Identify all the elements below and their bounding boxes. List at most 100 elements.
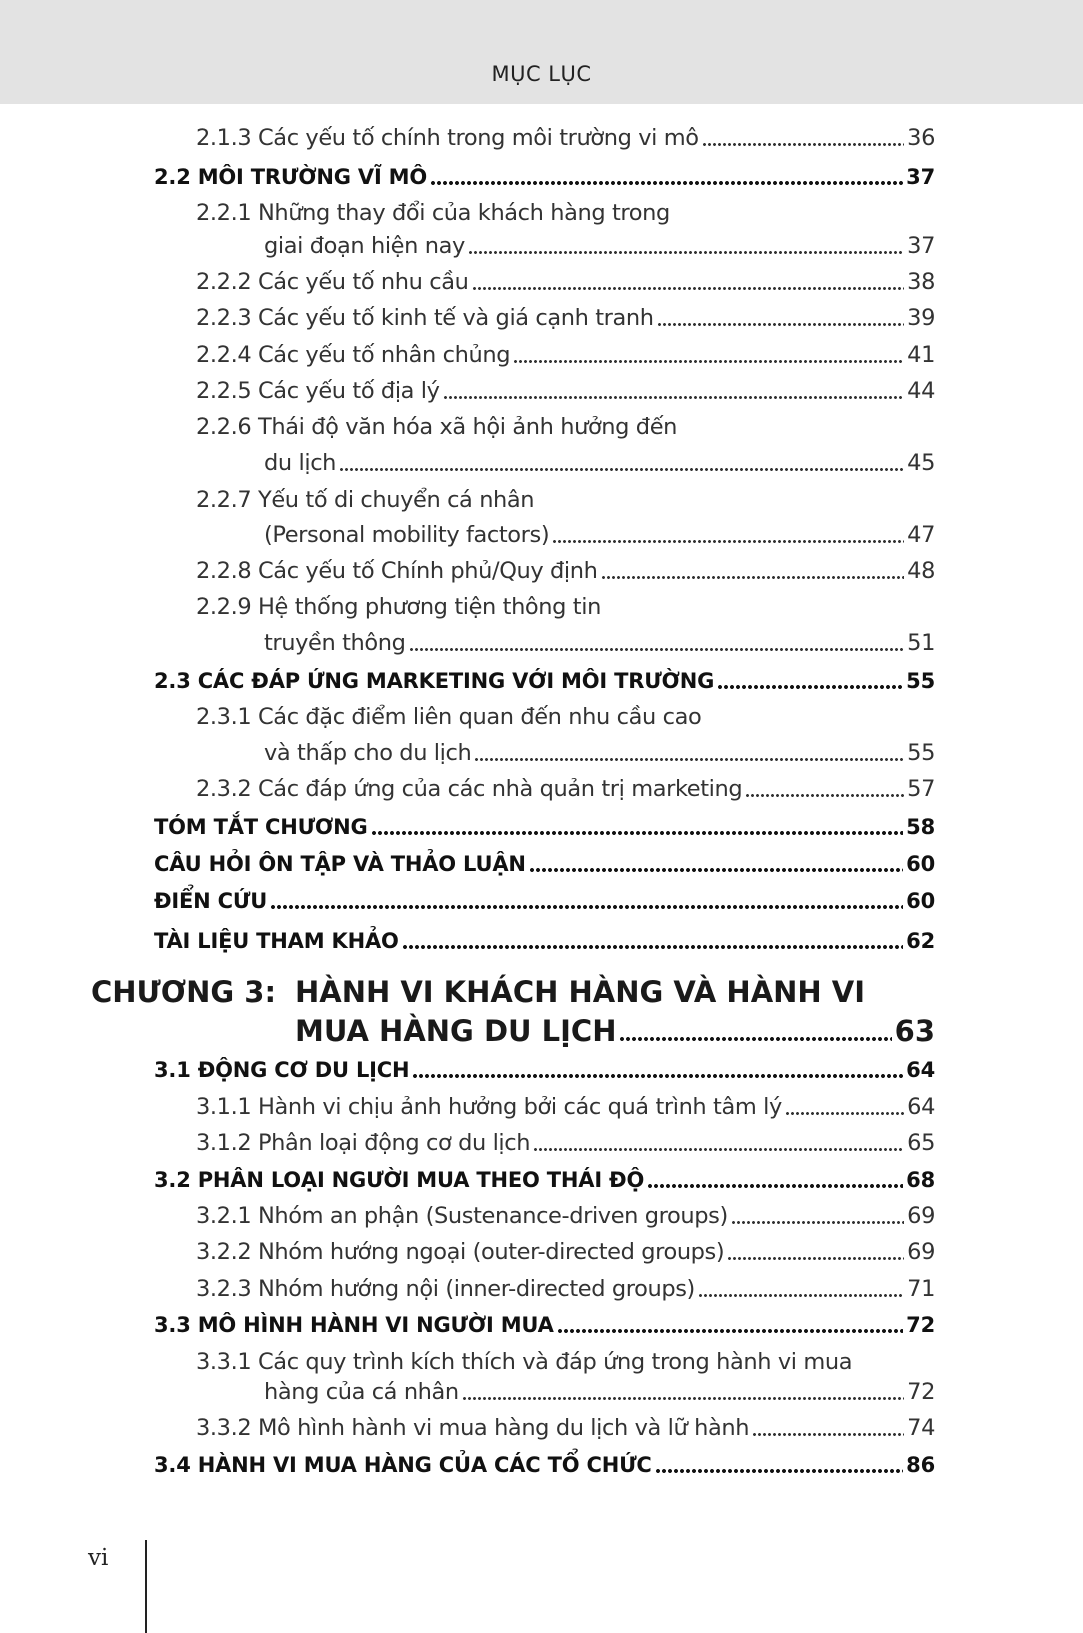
- toc-entry-title: 3.2.2 Nhóm hướng ngoại (outer-directed g…: [196, 1239, 725, 1265]
- toc-entry[interactable]: truyền thông 51: [264, 626, 935, 660]
- toc-entry[interactable]: TÓM TẮT CHƯƠNG 58: [154, 810, 935, 844]
- dot-leader: [697, 1294, 905, 1297]
- dot-leader: [619, 1037, 892, 1041]
- toc-entry[interactable]: TÀI LIỆU THAM KHẢO 62: [154, 924, 935, 958]
- dot-leader: [513, 360, 905, 363]
- toc-entry[interactable]: 3.3.2 Mô hình hành vi mua hàng du lịch v…: [196, 1411, 935, 1445]
- dot-leader: [408, 648, 905, 651]
- page-number: vi: [88, 1545, 109, 1571]
- dot-leader: [556, 1329, 904, 1333]
- toc-entry-title: 3.2.1 Nhóm an phận (Sustenance-driven gr…: [196, 1203, 728, 1229]
- toc-entry-title: 3.3.2 Mô hình hành vi mua hàng du lịch v…: [196, 1415, 750, 1441]
- dot-leader: [442, 396, 905, 399]
- dot-leader: [412, 1074, 904, 1078]
- margin-rule: [145, 1540, 147, 1633]
- toc-entry-line[interactable]: 2.3.1 Các đặc điểm liên quan đến nhu cầu…: [196, 700, 702, 734]
- toc-entry-title: 2.2.6 Thái độ văn hóa xã hội ảnh hưởng đ…: [196, 414, 677, 440]
- toc-entry-title: (Personal mobility factors): [264, 522, 550, 548]
- toc-page-number: 55: [906, 669, 935, 693]
- toc-entry-line[interactable]: 2.2.6 Thái độ văn hóa xã hội ảnh hưởng đ…: [196, 410, 677, 444]
- toc-page-number: 37: [907, 233, 935, 259]
- toc-entry-line[interactable]: 2.2.9 Hệ thống phương tiện thông tin: [196, 590, 601, 624]
- toc-entry[interactable]: ĐIỂN CỨU 60: [154, 884, 935, 918]
- toc-entry-title: 2.2.7 Yếu tố di chuyển cá nhân: [196, 487, 535, 513]
- toc-page-number: 51: [907, 630, 935, 656]
- toc-entry[interactable]: 2.2.3 Các yếu tố kinh tế và giá cạnh tra…: [196, 301, 935, 335]
- toc-page-number: 68: [906, 1168, 935, 1192]
- dot-leader: [270, 905, 904, 909]
- toc-page-number: 44: [907, 378, 935, 404]
- toc-entry[interactable]: và thấp cho du lịch 55: [264, 736, 935, 770]
- toc-page-number: 37: [906, 165, 935, 189]
- toc-entry[interactable]: 2.2.8 Các yếu tố Chính phủ/Quy định 48: [196, 554, 935, 588]
- toc-entry[interactable]: 3.1.1 Hành vi chịu ảnh hưởng bởi các quá…: [196, 1090, 935, 1124]
- dot-leader: [370, 831, 904, 835]
- toc-entry-line[interactable]: 2.2.1 Những thay đổi của khách hàng tron…: [196, 196, 670, 230]
- toc-entry[interactable]: du lịch 45: [264, 446, 935, 480]
- toc-entry-title: TÀI LIỆU THAM KHẢO: [154, 929, 399, 953]
- dot-leader: [654, 1469, 904, 1473]
- toc-entry[interactable]: 3.2 PHÂN LOẠI NGƯỜI MUA THEO THÁI ĐỘ 68: [154, 1163, 935, 1197]
- toc-entry[interactable]: giai đoạn hiện nay 37: [264, 229, 935, 263]
- dot-leader: [474, 758, 905, 761]
- dot-leader: [647, 1184, 904, 1188]
- toc-entry-title: 2.2 MÔI TRƯỜNG VĨ MÔ: [154, 165, 428, 189]
- toc-entry[interactable]: 2.2.4 Các yếu tố nhân chủng 41: [196, 338, 935, 372]
- toc-entry-title: 2.2.5 Các yếu tố địa lý: [196, 378, 440, 404]
- toc-entry-title: 2.2.4 Các yếu tố nhân chủng: [196, 342, 511, 368]
- toc-entry[interactable]: 3.1 ĐỘNG CƠ DU LỊCH 64: [154, 1053, 935, 1087]
- toc-entry[interactable]: 2.2.2 Các yếu tố nhu cầu 38: [196, 265, 935, 299]
- toc-entry[interactable]: 3.2.2 Nhóm hướng ngoại (outer-directed g…: [196, 1235, 935, 1269]
- dot-leader: [784, 1112, 905, 1115]
- toc-entry-title: 2.3.2 Các đáp ứng của các nhà quản trị m…: [196, 776, 743, 802]
- toc-entry[interactable]: 2.2.5 Các yếu tố địa lý 44: [196, 374, 935, 408]
- toc-entry-title: 2.2.9 Hệ thống phương tiện thông tin: [196, 594, 601, 620]
- toc-entry[interactable]: MUA HÀNG DU LỊCH 63: [295, 1011, 935, 1051]
- toc-entry[interactable]: 2.2 MÔI TRƯỜNG VĨ MÔ 37: [154, 160, 935, 194]
- toc-entry-title: 3.1 ĐỘNG CƠ DU LỊCH: [154, 1058, 410, 1082]
- toc-page-number: 86: [906, 1453, 935, 1477]
- toc-entry-title: HÀNH VI KHÁCH HÀNG VÀ HÀNH VI: [295, 975, 866, 1009]
- dot-leader: [339, 468, 905, 471]
- toc-page-number: 57: [907, 776, 935, 802]
- dot-leader: [401, 945, 904, 949]
- toc-entry[interactable]: 3.4 HÀNH VI MUA HÀNG CỦA CÁC TỔ CHỨC 86: [154, 1448, 935, 1482]
- toc-page-number: 72: [906, 1313, 935, 1337]
- toc-entry[interactable]: 3.3 MÔ HÌNH HÀNH VI NGƯỜI MUA 72: [154, 1308, 935, 1342]
- dot-leader: [717, 685, 904, 689]
- toc-entry-title: 2.1.3 Các yếu tố chính trong môi trường …: [196, 125, 699, 151]
- toc-page-number: 63: [894, 1014, 935, 1048]
- toc-entry-title: 2.2.3 Các yếu tố kinh tế và giá cạnh tra…: [196, 305, 654, 331]
- dot-leader: [600, 576, 905, 579]
- dot-leader: [471, 287, 905, 290]
- toc-entry-title: giai đoạn hiện nay: [264, 233, 465, 259]
- toc-page-number: 60: [906, 889, 935, 913]
- toc-entry[interactable]: 3.2.1 Nhóm an phận (Sustenance-driven gr…: [196, 1199, 935, 1233]
- toc-entry[interactable]: 3.2.3 Nhóm hướng nội (inner-directed gro…: [196, 1272, 935, 1306]
- toc-page-number: 64: [906, 1058, 935, 1082]
- toc-entry-title: MUA HÀNG DU LỊCH: [295, 1014, 617, 1048]
- toc-entry[interactable]: 2.3.2 Các đáp ứng của các nhà quản trị m…: [196, 772, 935, 806]
- toc-entry[interactable]: hàng của cá nhân 72: [264, 1375, 935, 1409]
- toc-page-number: 36: [907, 125, 935, 151]
- header-title: MỤC LỤC: [491, 62, 592, 86]
- toc-entry[interactable]: 3.1.2 Phân loại động cơ du lịch 65: [196, 1126, 935, 1160]
- toc-page-number: 39: [907, 305, 935, 331]
- toc-entry[interactable]: 2.1.3 Các yếu tố chính trong môi trường …: [196, 121, 935, 155]
- toc-entry[interactable]: CÂU HỎI ÔN TẬP VÀ THẢO LUẬN 60: [154, 847, 935, 881]
- toc-page-number: 38: [907, 269, 935, 295]
- toc-entry-title: 3.1.1 Hành vi chịu ảnh hưởng bởi các quá…: [196, 1094, 782, 1120]
- toc-entry-line[interactable]: 2.2.7 Yếu tố di chuyển cá nhân: [196, 483, 535, 517]
- dot-leader: [533, 1148, 905, 1151]
- toc-entry-line[interactable]: 3.3.1 Các quy trình kích thích và đáp ứn…: [196, 1345, 853, 1379]
- toc-entry-line[interactable]: HÀNH VI KHÁCH HÀNG VÀ HÀNH VI: [295, 972, 865, 1012]
- dot-leader: [656, 323, 905, 326]
- toc-entry[interactable]: 2.3 CÁC ĐÁP ỨNG MARKETING VỚI MÔI TRƯỜNG…: [154, 664, 935, 698]
- toc-page-number: 48: [907, 558, 935, 584]
- toc-entry-title: 2.2.1 Những thay đổi của khách hàng tron…: [196, 200, 670, 226]
- toc-entry[interactable]: (Personal mobility factors) 47: [264, 518, 935, 552]
- toc-entry-title: 3.3 MÔ HÌNH HÀNH VI NGƯỜI MUA: [154, 1313, 554, 1337]
- toc-entry-title: ĐIỂN CỨU: [154, 889, 268, 913]
- toc-entry-title: 3.4 HÀNH VI MUA HÀNG CỦA CÁC TỔ CHỨC: [154, 1453, 652, 1477]
- toc-page-number: 45: [907, 450, 935, 476]
